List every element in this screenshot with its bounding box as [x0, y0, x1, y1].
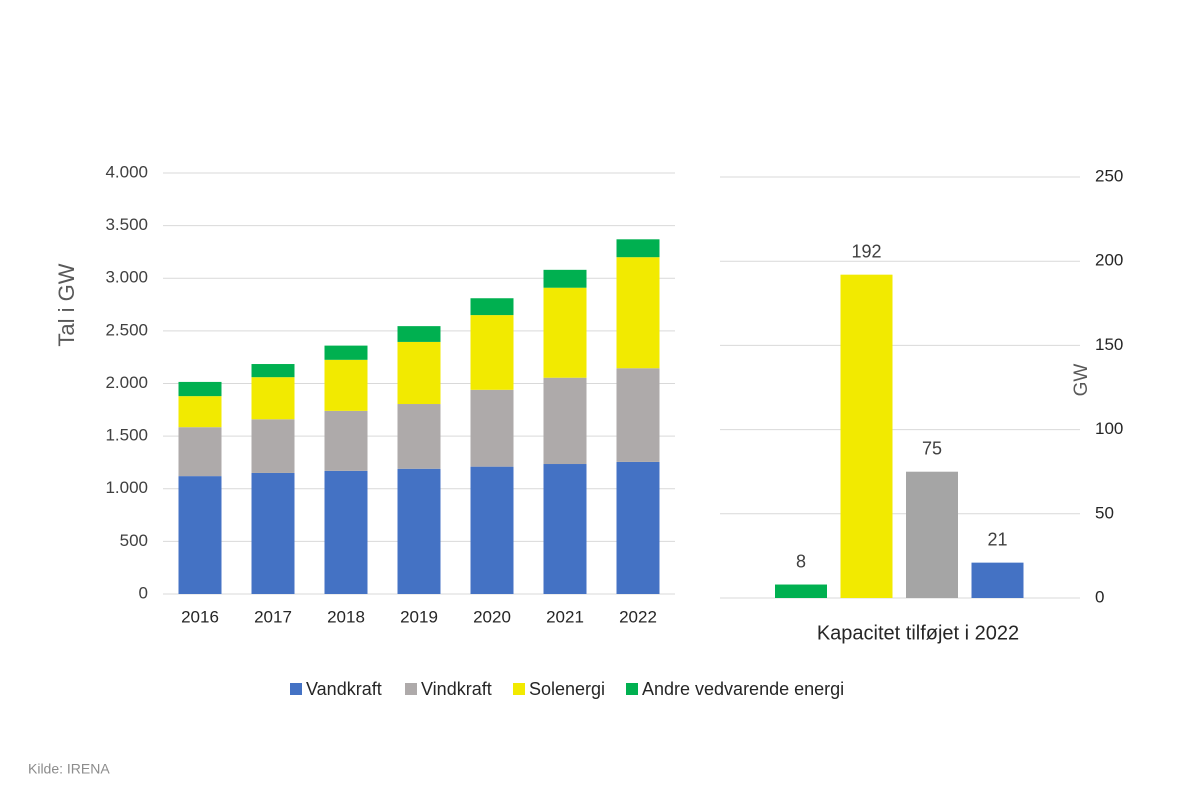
bar [840, 274, 893, 598]
y-tick-label: 1.500 [105, 426, 148, 445]
bar-segment [470, 298, 514, 316]
bar-segment [543, 269, 587, 288]
legend-label: Andre vedvarende energi [642, 679, 844, 699]
bar-segment [470, 466, 514, 594]
bar-segment [543, 377, 587, 465]
legend-swatch [290, 683, 302, 695]
bar-segment [397, 404, 441, 469]
x-tick-label: 2022 [619, 607, 657, 626]
bar-segment [616, 461, 660, 594]
legend-swatch [513, 683, 525, 695]
bar [906, 471, 958, 598]
bar-segment [397, 326, 441, 342]
legend-swatch [405, 683, 417, 695]
data-label: 75 [922, 438, 942, 458]
bar-segment [178, 381, 222, 397]
data-label: 21 [987, 529, 1007, 549]
bar-segment [324, 470, 368, 594]
bar-segment [397, 341, 441, 405]
data-label: 192 [851, 241, 881, 261]
bar-segment [397, 468, 441, 594]
y-tick-label: 1.000 [105, 478, 148, 497]
bar-segment [324, 410, 368, 471]
bar-segment [616, 239, 660, 258]
y-tick-label: 3.000 [105, 268, 148, 287]
legend-label: Solenergi [529, 679, 605, 699]
bar-segment [178, 476, 222, 594]
y-tick-label: 3.500 [105, 215, 148, 234]
y-tick-label: 2.000 [105, 373, 148, 392]
bar [775, 584, 827, 598]
y-tick-label: 200 [1095, 251, 1123, 270]
y-tick-label: 500 [120, 531, 148, 550]
bar-segment [324, 359, 368, 411]
x-tick-label: 2019 [400, 607, 438, 626]
x-tick-label: 2016 [181, 607, 219, 626]
bar-segment [251, 364, 295, 378]
y-tick-label: 150 [1095, 335, 1123, 354]
y-tick-label: 100 [1095, 419, 1123, 438]
bar-segment [251, 472, 295, 594]
bar-segment [616, 257, 660, 369]
source-note: Kilde: IRENA [28, 761, 110, 777]
y-tick-label: 50 [1095, 503, 1114, 522]
data-label: 8 [796, 551, 806, 571]
bar-segment [178, 427, 222, 477]
x-tick-label: 2020 [473, 607, 511, 626]
legend-swatch [626, 683, 638, 695]
y-tick-label: 250 [1095, 166, 1123, 185]
legend-label: Vindkraft [421, 679, 492, 699]
y-tick-label: 0 [1095, 587, 1104, 606]
legend-label: Vandkraft [306, 679, 382, 699]
y-tick-label: 0 [139, 583, 148, 602]
y-tick-label: 4.000 [105, 162, 148, 181]
x-tick-label: 2017 [254, 607, 292, 626]
bar-segment [251, 419, 295, 473]
x-axis-title: Kapacitet tilføjet i 2022 [817, 622, 1019, 644]
y-axis-title: GW [1071, 364, 1092, 397]
x-tick-label: 2021 [546, 607, 584, 626]
bar-segment [616, 368, 660, 462]
bar [971, 562, 1024, 598]
bar-segment [470, 315, 514, 390]
bar-segment [324, 345, 368, 360]
y-tick-label: 2.500 [105, 320, 148, 339]
bar-segment [543, 464, 587, 594]
bar-segment [178, 396, 222, 428]
bar-segment [543, 287, 587, 378]
y-axis-title: Tal i GW [54, 263, 79, 346]
bar-segment [251, 377, 295, 420]
x-tick-label: 2018 [327, 607, 365, 626]
bar-segment [470, 389, 514, 467]
